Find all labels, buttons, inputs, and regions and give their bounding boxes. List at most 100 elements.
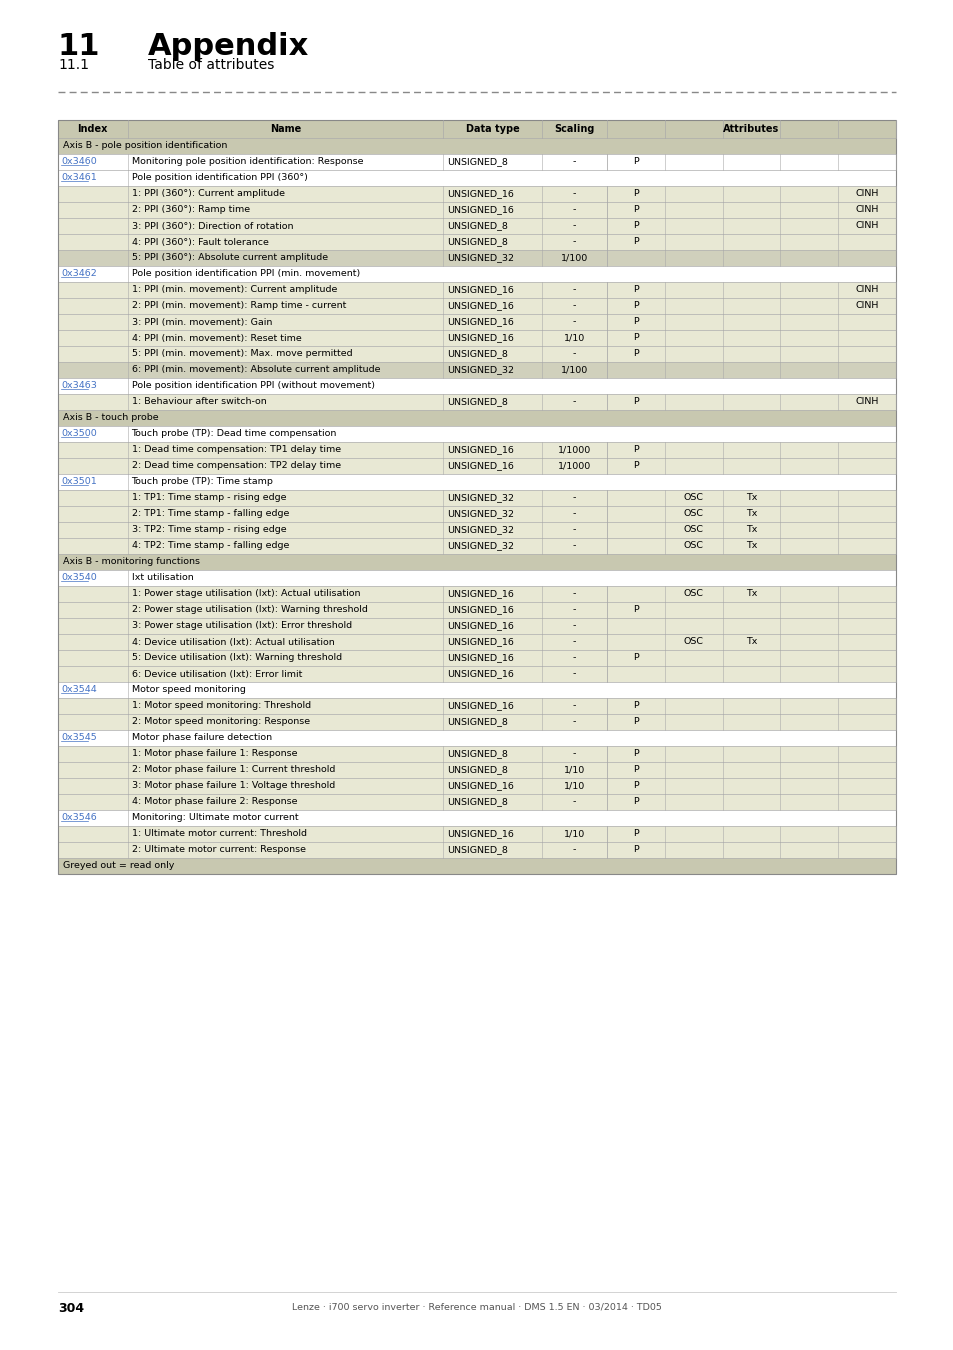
Text: UNSIGNED_16: UNSIGNED_16 (447, 301, 514, 310)
Text: 0x3460: 0x3460 (61, 158, 96, 166)
Text: UNSIGNED_16: UNSIGNED_16 (447, 702, 514, 710)
Text: UNSIGNED_8: UNSIGNED_8 (447, 717, 508, 726)
Text: -: - (572, 221, 576, 231)
Text: UNSIGNED_8: UNSIGNED_8 (447, 221, 508, 231)
Text: -: - (572, 717, 576, 726)
Text: 2: Motor phase failure 1: Current threshold: 2: Motor phase failure 1: Current thresh… (132, 765, 335, 775)
Text: P: P (632, 765, 638, 775)
Text: 4: Device utilisation (Ixt): Actual utilisation: 4: Device utilisation (Ixt): Actual util… (132, 637, 334, 647)
Text: Tx: Tx (745, 590, 757, 598)
Text: -: - (572, 494, 576, 502)
Text: 0x3462: 0x3462 (61, 270, 96, 278)
Bar (58, 120, 895, 873)
Text: Monitoring: Ultimate motor current: Monitoring: Ultimate motor current (132, 814, 298, 822)
Text: 11: 11 (58, 32, 100, 61)
Bar (58, 282, 895, 298)
Text: 0x3500: 0x3500 (61, 429, 96, 439)
Text: 5: Device utilisation (Ixt): Warning threshold: 5: Device utilisation (Ixt): Warning thr… (132, 653, 341, 663)
Text: -: - (572, 637, 576, 647)
Text: P: P (632, 653, 638, 663)
Text: Attributes: Attributes (722, 124, 779, 134)
Text: P: P (632, 301, 638, 310)
Text: Appendix: Appendix (148, 32, 309, 61)
Text: P: P (632, 782, 638, 791)
Text: Tx: Tx (745, 541, 757, 551)
Text: UNSIGNED_16: UNSIGNED_16 (447, 637, 514, 647)
Text: Pole position identification PPI (360°): Pole position identification PPI (360°) (132, 174, 307, 182)
Text: 0x3540: 0x3540 (61, 574, 96, 582)
Text: 1/100: 1/100 (560, 254, 587, 262)
Bar (58, 329, 895, 346)
Bar (58, 602, 895, 618)
Text: -: - (572, 285, 576, 294)
Text: 1/10: 1/10 (563, 829, 584, 838)
Text: 3: PPI (360°): Direction of rotation: 3: PPI (360°): Direction of rotation (132, 221, 293, 231)
Text: Axis B - monitoring functions: Axis B - monitoring functions (63, 558, 200, 567)
Text: 304: 304 (58, 1301, 84, 1315)
Text: CINH: CINH (855, 221, 878, 231)
Bar (58, 170, 895, 186)
Text: P: P (632, 221, 638, 231)
Text: 1: Dead time compensation: TP1 delay time: 1: Dead time compensation: TP1 delay tim… (132, 446, 340, 455)
Text: -: - (572, 670, 576, 679)
Text: 4: TP2: Time stamp - falling edge: 4: TP2: Time stamp - falling edge (132, 541, 289, 551)
Text: UNSIGNED_16: UNSIGNED_16 (447, 829, 514, 838)
Text: -: - (572, 301, 576, 310)
Bar (58, 634, 895, 649)
Bar (58, 186, 895, 202)
Text: 1: Behaviour after switch-on: 1: Behaviour after switch-on (132, 397, 266, 406)
Text: UNSIGNED_32: UNSIGNED_32 (447, 541, 514, 551)
Text: -: - (572, 845, 576, 855)
Text: 4: PPI (360°): Fault tolerance: 4: PPI (360°): Fault tolerance (132, 238, 268, 247)
Text: 4: PPI (min. movement): Reset time: 4: PPI (min. movement): Reset time (132, 333, 301, 343)
Text: 0x3544: 0x3544 (61, 686, 96, 694)
Text: -: - (572, 590, 576, 598)
Text: CINH: CINH (855, 397, 878, 406)
Text: 2: Power stage utilisation (Ixt): Warning threshold: 2: Power stage utilisation (Ixt): Warnin… (132, 606, 367, 614)
Bar (58, 586, 895, 602)
Text: P: P (632, 333, 638, 343)
Bar (58, 250, 895, 266)
Bar (58, 217, 895, 234)
Text: OSC: OSC (683, 541, 703, 551)
Text: OSC: OSC (683, 590, 703, 598)
Text: 3: Motor phase failure 1: Voltage threshold: 3: Motor phase failure 1: Voltage thresh… (132, 782, 335, 791)
Text: 1: PPI (360°): Current amplitude: 1: PPI (360°): Current amplitude (132, 189, 284, 198)
Text: P: P (632, 446, 638, 455)
Text: UNSIGNED_8: UNSIGNED_8 (447, 798, 508, 806)
Text: 0x3463: 0x3463 (61, 382, 97, 390)
Text: 2: TP1: Time stamp - falling edge: 2: TP1: Time stamp - falling edge (132, 509, 289, 518)
Text: UNSIGNED_8: UNSIGNED_8 (447, 158, 508, 166)
Bar (58, 394, 895, 410)
Text: -: - (572, 749, 576, 759)
Text: UNSIGNED_16: UNSIGNED_16 (447, 446, 514, 455)
Bar (58, 346, 895, 362)
Text: -: - (572, 541, 576, 551)
Bar (58, 427, 895, 441)
Text: 0x3461: 0x3461 (61, 174, 96, 182)
Bar (58, 298, 895, 315)
Text: 1: PPI (min. movement): Current amplitude: 1: PPI (min. movement): Current amplitud… (132, 285, 336, 294)
Text: 1: Motor speed monitoring: Threshold: 1: Motor speed monitoring: Threshold (132, 702, 311, 710)
Text: P: P (632, 702, 638, 710)
Bar (58, 747, 895, 761)
Bar (58, 698, 895, 714)
Text: 6: PPI (min. movement): Absolute current amplitude: 6: PPI (min. movement): Absolute current… (132, 366, 379, 374)
Text: Tx: Tx (745, 509, 757, 518)
Text: 2: Dead time compensation: TP2 delay time: 2: Dead time compensation: TP2 delay tim… (132, 462, 340, 471)
Text: 1: Ultimate motor current: Threshold: 1: Ultimate motor current: Threshold (132, 829, 306, 838)
Bar (58, 761, 895, 778)
Bar (58, 618, 895, 634)
Text: -: - (572, 238, 576, 247)
Text: 2: PPI (min. movement): Ramp time - current: 2: PPI (min. movement): Ramp time - curr… (132, 301, 346, 310)
Text: UNSIGNED_32: UNSIGNED_32 (447, 509, 514, 518)
Text: P: P (632, 158, 638, 166)
Bar (58, 649, 895, 666)
Text: UNSIGNED_16: UNSIGNED_16 (447, 189, 514, 198)
Text: -: - (572, 798, 576, 806)
Text: Table of attributes: Table of attributes (148, 58, 274, 72)
Text: Ixt utilisation: Ixt utilisation (132, 574, 193, 582)
Text: UNSIGNED_16: UNSIGNED_16 (447, 621, 514, 630)
Text: -: - (572, 525, 576, 535)
Text: CINH: CINH (855, 301, 878, 310)
